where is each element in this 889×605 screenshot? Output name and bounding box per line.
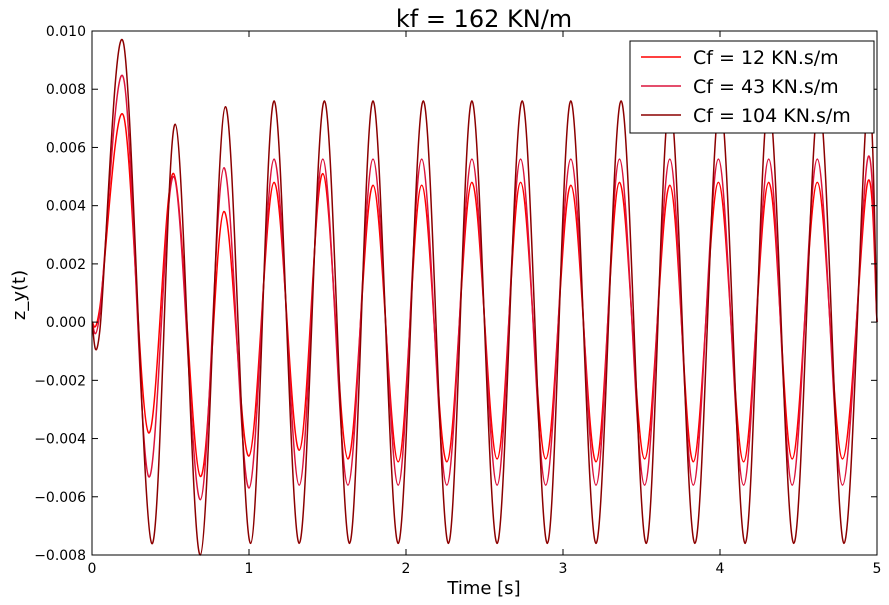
legend-label-3: Cf = 104 KN.s/m bbox=[693, 105, 851, 127]
y-tick-label: 0.008 bbox=[46, 82, 86, 98]
x-tick-label: 5 bbox=[873, 561, 882, 577]
x-tick-label: 1 bbox=[245, 561, 254, 577]
chart-title: kf = 162 KN/m bbox=[396, 5, 572, 33]
x-tick-label: 2 bbox=[402, 561, 411, 577]
y-tick-label: −0.006 bbox=[34, 490, 86, 506]
y-tick-label: −0.002 bbox=[34, 373, 86, 389]
x-tick-label: 4 bbox=[716, 561, 725, 577]
y-axis-title: z_y(t) bbox=[9, 270, 30, 320]
y-tick-label: 0.004 bbox=[46, 199, 86, 215]
legend: Cf = 12 KN.s/m Cf = 43 KN.s/m Cf = 104 K… bbox=[629, 40, 875, 134]
legend-label-2: Cf = 43 KN.s/m bbox=[693, 76, 839, 98]
series-line-2 bbox=[91, 74, 878, 501]
x-axis-title: Time [s] bbox=[446, 578, 520, 599]
y-tick-label: 0.010 bbox=[46, 24, 86, 40]
y-tick-label: −0.008 bbox=[34, 548, 86, 564]
x-tick-label: 0 bbox=[88, 561, 97, 577]
y-tick-label: 0.000 bbox=[46, 315, 86, 331]
legend-label-1: Cf = 12 KN.s/m bbox=[693, 47, 839, 69]
series-layer bbox=[91, 38, 878, 556]
ticks-layer: 0 1 2 3 4 5 −0.008 −0.006 −0.004 −0.002 0.000 0.002… bbox=[34, 24, 881, 577]
x-tick-label: 3 bbox=[559, 561, 568, 577]
y-tick-label: 0.002 bbox=[46, 257, 86, 273]
series-line-3 bbox=[91, 38, 878, 556]
y-tick-label: 0.006 bbox=[46, 140, 86, 156]
y-tick-label: −0.004 bbox=[34, 432, 86, 448]
plot-frame bbox=[91, 30, 878, 556]
